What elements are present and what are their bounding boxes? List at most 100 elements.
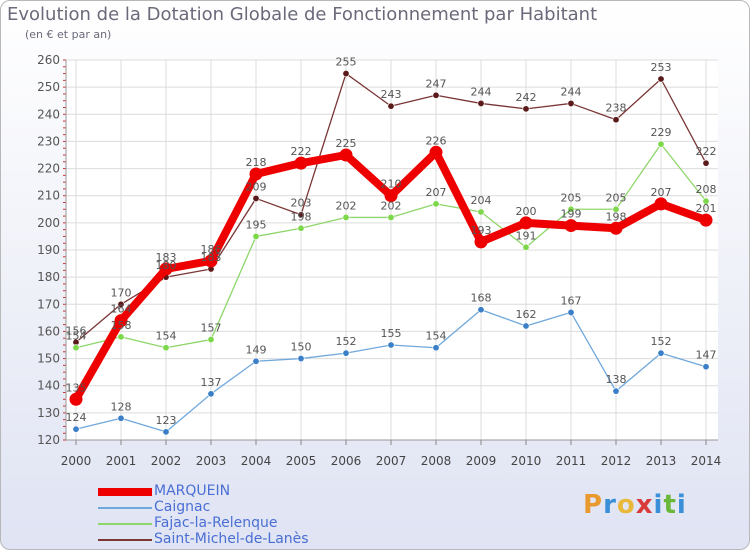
data-label-fajac-la-relenque: 204 bbox=[471, 194, 492, 207]
x-tick-label: 2001 bbox=[106, 454, 137, 468]
data-label-caignac: 154 bbox=[426, 330, 447, 343]
legend-swatch bbox=[98, 539, 152, 541]
data-point-caignac bbox=[162, 428, 170, 436]
data-point-saint-michel-de-lan-s bbox=[477, 99, 485, 107]
y-tick-label: 220 bbox=[37, 162, 60, 176]
data-label-marquein: 193 bbox=[471, 224, 492, 237]
data-label-marquein: 207 bbox=[651, 186, 672, 199]
data-label-fajac-la-relenque: 229 bbox=[651, 126, 672, 139]
data-point-fajac-la-relenque bbox=[117, 333, 125, 341]
data-point-saint-michel-de-lan-s bbox=[342, 70, 350, 78]
data-label-marquein: 135 bbox=[66, 381, 87, 394]
data-point-fajac-la-relenque bbox=[432, 200, 440, 208]
data-point-fajac-la-relenque bbox=[252, 232, 260, 240]
data-point-marquein bbox=[384, 189, 398, 203]
y-tick-label: 160 bbox=[37, 324, 60, 338]
data-point-marquein bbox=[69, 392, 83, 406]
y-tick-label: 150 bbox=[37, 352, 60, 366]
data-point-marquein bbox=[249, 167, 263, 181]
data-point-caignac bbox=[72, 425, 80, 433]
y-tick-label: 240 bbox=[37, 107, 60, 121]
data-label-caignac: 168 bbox=[471, 292, 492, 305]
data-point-caignac bbox=[612, 387, 620, 395]
data-label-saint-michel-de-lan-s: 180 bbox=[156, 259, 177, 272]
y-tick-label: 180 bbox=[37, 270, 60, 284]
x-tick-label: 2013 bbox=[646, 454, 677, 468]
data-label-saint-michel-de-lan-s: 244 bbox=[471, 85, 492, 98]
data-point-saint-michel-de-lan-s bbox=[252, 194, 260, 202]
data-point-fajac-la-relenque bbox=[477, 208, 485, 216]
data-label-saint-michel-de-lan-s: 156 bbox=[66, 324, 87, 337]
legend-label: Saint-Michel-de-Lanès bbox=[154, 531, 309, 547]
data-point-caignac bbox=[432, 344, 440, 352]
data-label-fajac-la-relenque: 158 bbox=[111, 319, 132, 332]
x-tick-label: 2005 bbox=[286, 454, 317, 468]
data-label-fajac-la-relenque: 157 bbox=[201, 322, 222, 335]
data-label-caignac: 162 bbox=[516, 308, 537, 321]
data-label-fajac-la-relenque: 205 bbox=[561, 191, 582, 204]
data-point-caignac bbox=[342, 349, 350, 357]
data-point-saint-michel-de-lan-s bbox=[522, 105, 530, 113]
x-tick-label: 2012 bbox=[601, 454, 632, 468]
y-tick-label: 120 bbox=[37, 433, 60, 447]
data-label-marquein: 198 bbox=[606, 210, 627, 223]
data-point-fajac-la-relenque bbox=[297, 224, 305, 232]
data-point-marquein bbox=[114, 314, 128, 328]
y-tick-label: 200 bbox=[37, 216, 60, 230]
data-label-marquein: 201 bbox=[696, 202, 717, 215]
x-tick-label: 2006 bbox=[331, 454, 362, 468]
data-point-caignac bbox=[252, 357, 260, 365]
data-point-marquein bbox=[294, 156, 308, 170]
data-point-caignac bbox=[567, 308, 575, 316]
x-tick-label: 2009 bbox=[466, 454, 497, 468]
x-tick-label: 2008 bbox=[421, 454, 452, 468]
logo-letter: i bbox=[653, 490, 664, 520]
data-label-marquein: 225 bbox=[336, 137, 357, 150]
data-label-fajac-la-relenque: 154 bbox=[66, 330, 87, 343]
data-point-marquein bbox=[159, 262, 173, 276]
data-label-saint-michel-de-lan-s: 253 bbox=[651, 61, 672, 74]
data-label-marquein: 199 bbox=[561, 208, 582, 221]
data-point-caignac bbox=[387, 341, 395, 349]
data-label-fajac-la-relenque: 198 bbox=[291, 210, 312, 223]
proxiti-logo[interactable]: Proxiti bbox=[583, 490, 687, 520]
data-label-marquein: 200 bbox=[516, 205, 537, 218]
data-point-fajac-la-relenque bbox=[162, 344, 170, 352]
legend-label: MARQUEIN bbox=[154, 483, 231, 499]
data-point-marquein bbox=[699, 213, 713, 227]
data-label-fajac-la-relenque: 195 bbox=[246, 218, 267, 231]
data-point-caignac bbox=[297, 355, 305, 363]
legend-label: Fajac-la-Relenque bbox=[154, 515, 278, 531]
data-point-caignac bbox=[117, 414, 125, 422]
data-point-fajac-la-relenque bbox=[702, 197, 710, 205]
data-label-fajac-la-relenque: 154 bbox=[156, 330, 177, 343]
y-tick-label: 140 bbox=[37, 379, 60, 393]
data-point-marquein bbox=[429, 145, 443, 159]
data-label-fajac-la-relenque: 205 bbox=[606, 191, 627, 204]
chart-subtitle: (en € et par an) bbox=[25, 28, 112, 41]
data-point-fajac-la-relenque bbox=[657, 140, 665, 148]
data-label-saint-michel-de-lan-s: 244 bbox=[561, 85, 582, 98]
data-label-marquein: 210 bbox=[381, 178, 402, 191]
data-label-saint-michel-de-lan-s: 170 bbox=[111, 286, 132, 299]
y-tick-label: 210 bbox=[37, 189, 60, 203]
data-label-fajac-la-relenque: 202 bbox=[336, 199, 357, 212]
y-tick-label: 230 bbox=[37, 134, 60, 148]
data-label-fajac-la-relenque: 202 bbox=[381, 199, 402, 212]
data-point-fajac-la-relenque bbox=[207, 336, 215, 344]
data-label-marquein: 226 bbox=[426, 134, 447, 147]
data-label-caignac: 124 bbox=[66, 411, 87, 424]
data-point-saint-michel-de-lan-s bbox=[117, 300, 125, 308]
logo-letter: r bbox=[603, 490, 617, 520]
data-label-fajac-la-relenque: 207 bbox=[426, 186, 447, 199]
data-point-caignac bbox=[702, 363, 710, 371]
data-point-saint-michel-de-lan-s bbox=[567, 99, 575, 107]
data-label-caignac: 150 bbox=[291, 341, 312, 354]
data-label-caignac: 152 bbox=[651, 335, 672, 348]
logo-letter: x bbox=[635, 490, 654, 520]
legend-swatch bbox=[98, 507, 152, 509]
data-point-fajac-la-relenque bbox=[342, 213, 350, 221]
data-point-marquein bbox=[474, 235, 488, 249]
data-label-saint-michel-de-lan-s: 247 bbox=[426, 77, 447, 90]
x-tick-label: 2003 bbox=[196, 454, 227, 468]
